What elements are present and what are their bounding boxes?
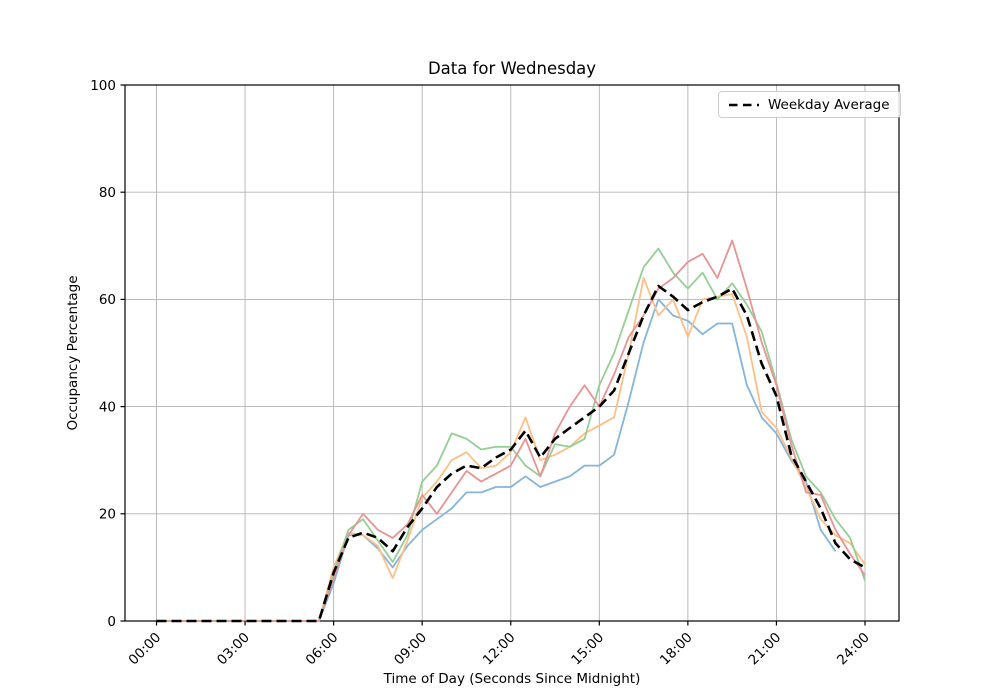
chart-title: Data for Wednesday — [427, 59, 597, 78]
legend: Weekday Average — [718, 91, 901, 118]
x-tick-label: 12:00 — [480, 630, 519, 669]
x-tick-label: 24:00 — [834, 630, 873, 669]
y-tick-label: 0 — [107, 614, 116, 630]
y-tick-label: 80 — [99, 185, 116, 201]
y-axis-label: Occupancy Percentage — [65, 275, 81, 431]
legend-label: Weekday Average — [768, 96, 890, 113]
grid — [125, 84, 899, 622]
x-tick-label: 06:00 — [303, 630, 342, 669]
y-tick-label: 20 — [99, 507, 116, 523]
series-blue-line — [156, 298, 837, 622]
x-axis-ticks: 00:00 03:00 06:00 09:00 12:00 15:00 18:00 21:00… — [126, 621, 873, 668]
x-tick-label: 15:00 — [568, 630, 607, 669]
y-axis-ticks: 0 20 40 60 80 100 — [90, 78, 125, 630]
x-tick-label: 03:00 — [214, 630, 253, 669]
series-red-line — [156, 239, 866, 622]
average-line — [156, 284, 866, 623]
y-tick-label: 60 — [99, 292, 116, 308]
y-tick-label: 40 — [99, 399, 116, 415]
dashed-line-sample — [729, 103, 759, 106]
data-series — [156, 239, 866, 623]
plot-border — [124, 84, 900, 622]
x-tick-label: 21:00 — [745, 630, 784, 669]
x-tick-label: 00:00 — [126, 630, 165, 669]
x-axis-label: Time of Day (Seconds Since Midnight) — [383, 671, 641, 687]
y-tick-label: 100 — [90, 78, 116, 94]
x-tick-label: 18:00 — [657, 630, 696, 669]
x-tick-label: 09:00 — [391, 630, 430, 669]
